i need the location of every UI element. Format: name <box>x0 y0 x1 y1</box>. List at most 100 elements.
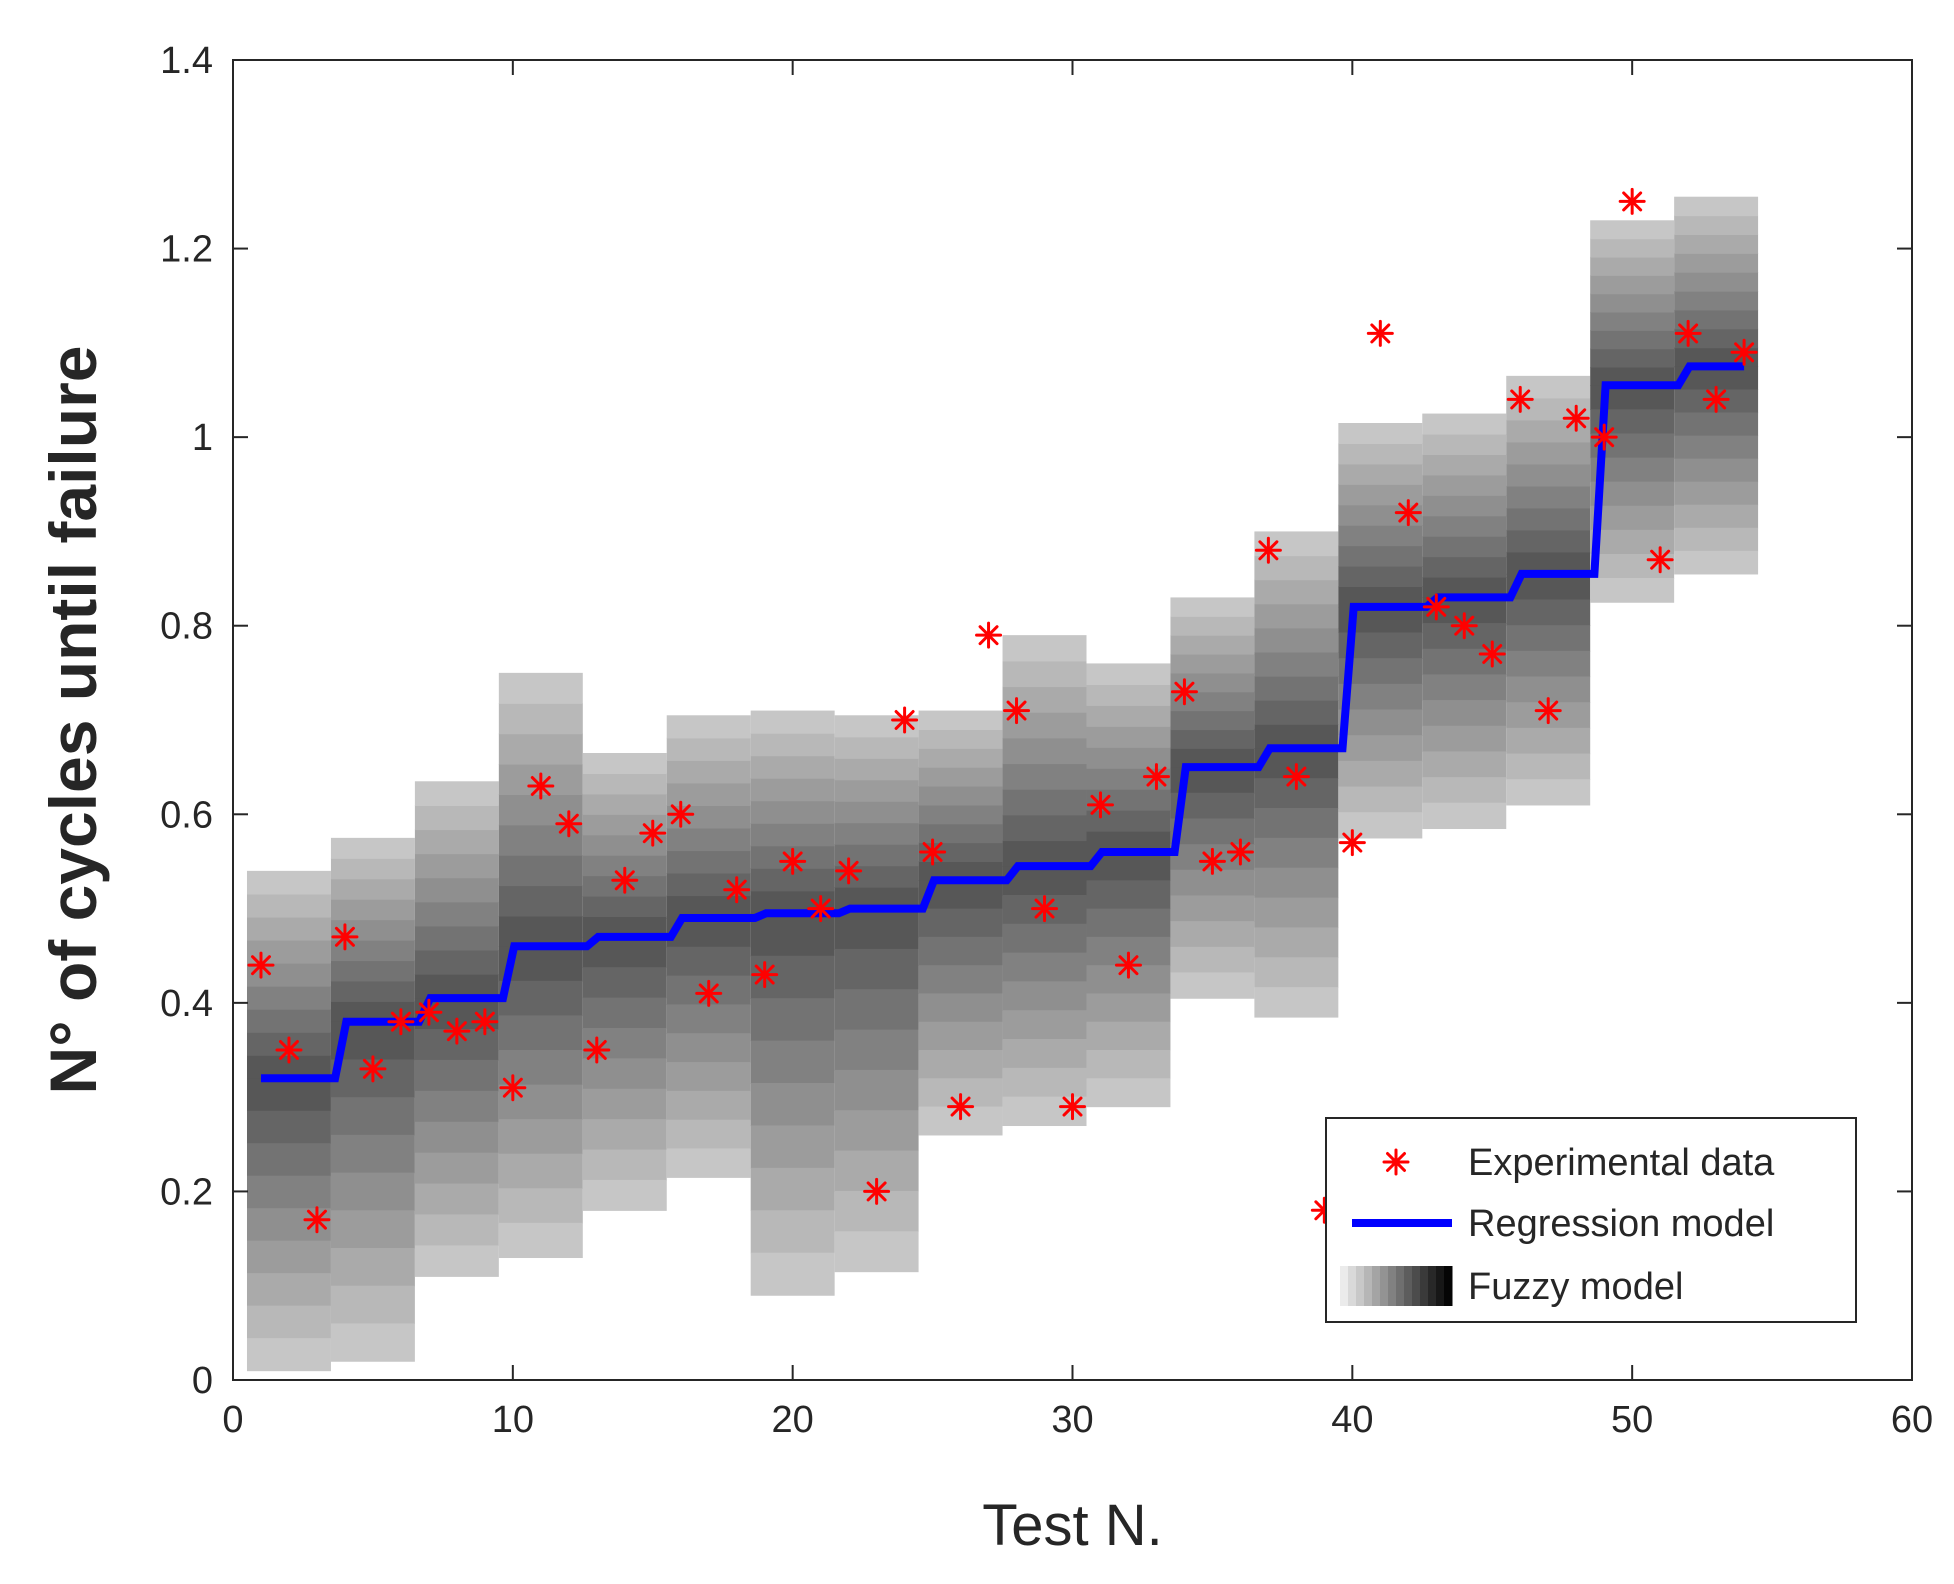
fuzzy-band-group <box>666 715 751 1178</box>
legend-entry: Fuzzy model <box>1340 1266 1683 1308</box>
fuzzy-band-strip <box>666 850 751 874</box>
fuzzy-band-strip <box>918 1021 1003 1051</box>
data-point <box>1059 1093 1086 1121</box>
fuzzy-band-strip <box>1590 578 1675 603</box>
fuzzy-band-strip <box>414 901 499 927</box>
fuzzy-band-strip <box>1674 435 1759 460</box>
fuzzy-band-strip <box>1254 808 1339 839</box>
asterisk-stroke <box>1342 832 1363 853</box>
fuzzy-band-group <box>330 837 415 1362</box>
fuzzy-band-strip <box>414 877 499 903</box>
fuzzy-band-strip <box>750 1252 835 1296</box>
fuzzy-band-group <box>1002 635 1087 1127</box>
fuzzy-band-strip <box>1086 684 1171 706</box>
legend-gradient-strip <box>1412 1266 1421 1306</box>
fuzzy-band-strip <box>1674 412 1759 437</box>
fuzzy-band-strip <box>1590 481 1675 507</box>
data-point <box>1366 319 1394 347</box>
fuzzy-band-strip <box>414 1059 499 1092</box>
asterisk-stroke <box>1678 323 1699 344</box>
fuzzy-band-strip <box>1506 441 1591 465</box>
fuzzy-band-strip <box>834 1029 919 1071</box>
fuzzy-band-strip <box>1170 654 1255 674</box>
asterisk-stroke <box>894 710 915 730</box>
data-point <box>947 1093 975 1121</box>
fuzzy-band-strip <box>582 997 667 1029</box>
fuzzy-band-strip <box>1002 814 1087 842</box>
fuzzy-band-group <box>1674 196 1759 575</box>
asterisk-stroke <box>1286 766 1307 787</box>
fuzzy-band-strip <box>582 896 667 918</box>
fuzzy-band-strip <box>750 823 835 847</box>
fuzzy-band-strip <box>1506 779 1591 806</box>
legend-entry: Regression model <box>1352 1203 1774 1245</box>
fuzzy-band-strip <box>1002 952 1087 982</box>
legend-gradient-strip <box>1356 1266 1365 1306</box>
fuzzy-band-group <box>1170 597 1255 999</box>
fuzzy-band-strip <box>1506 397 1591 421</box>
fuzzy-band-strip <box>246 1143 331 1177</box>
fuzzy-band-strip <box>666 1062 751 1092</box>
fuzzy-band-strip <box>834 822 919 845</box>
asterisk-stroke <box>1386 1152 1406 1172</box>
fuzzy-band-strip <box>1422 577 1507 599</box>
fuzzy-band-strip <box>1674 253 1759 273</box>
fuzzy-band-strip <box>1590 311 1675 331</box>
asterisk-stroke <box>362 1058 383 1079</box>
fuzzy-band-strip <box>1674 504 1759 529</box>
data-point <box>1031 895 1059 923</box>
fuzzy-band-strip <box>750 1167 835 1211</box>
x-tick-label: 50 <box>1611 1399 1653 1441</box>
fuzzy-band-strip <box>666 782 751 806</box>
fuzzy-band-strip <box>330 858 415 880</box>
fuzzy-band-strip <box>1590 275 1675 295</box>
fuzzy-band-strip <box>1086 993 1171 1023</box>
data-point <box>1114 951 1142 979</box>
fuzzy-band-strip <box>1422 802 1507 830</box>
fuzzy-band-strip <box>918 861 1003 881</box>
fuzzy-band-strip <box>330 1097 415 1136</box>
asterisk-stroke <box>278 1040 299 1060</box>
fuzzy-band-strip <box>666 1004 751 1034</box>
fuzzy-band-strip <box>1254 579 1339 605</box>
fuzzy-band-strip <box>1674 527 1759 552</box>
fuzzy-band-strip <box>330 878 415 900</box>
fuzzy-band-strip <box>582 1088 667 1120</box>
asterisk-stroke <box>866 1181 887 1202</box>
fuzzy-band-group <box>918 710 1003 1136</box>
data-point <box>779 847 807 875</box>
fuzzy-band-strip <box>666 760 751 784</box>
asterisk-stroke <box>838 860 859 881</box>
fuzzy-band-strip <box>918 710 1003 731</box>
fuzzy-band-strip <box>834 758 919 781</box>
fuzzy-band-strip <box>330 1001 415 1023</box>
fuzzy-band-strip <box>1170 616 1255 636</box>
fuzzy-band-strip <box>1338 760 1423 788</box>
x-tick-label: 60 <box>1891 1399 1933 1441</box>
fuzzy-band-strip <box>1002 923 1087 954</box>
fuzzy-band-strip <box>750 998 835 1042</box>
fuzzy-band-strip <box>1086 810 1171 832</box>
data-point <box>1142 763 1170 791</box>
fuzzy-band-strip <box>918 786 1003 806</box>
fuzzy-band-strip <box>498 915 583 947</box>
fuzzy-band-strip <box>582 916 667 938</box>
fuzzy-band-strip <box>582 1149 667 1181</box>
fuzzy-band-strip <box>330 1172 415 1211</box>
fuzzy-band-group <box>1338 423 1423 839</box>
fuzzy-band-strip <box>1002 1010 1087 1040</box>
asterisk-stroke <box>250 955 271 976</box>
fuzzy-band-strip <box>1674 366 1759 391</box>
data-point <box>471 1008 499 1036</box>
legend-label: Regression model <box>1468 1203 1774 1245</box>
fuzzy-band-strip <box>330 837 415 859</box>
asterisk-stroke <box>1622 191 1643 212</box>
asterisk-stroke <box>1230 842 1251 862</box>
fuzzy-band-strip <box>918 767 1003 787</box>
fuzzy-band-group <box>414 781 499 1277</box>
asterisk-stroke <box>1454 615 1475 636</box>
fuzzy-band-strip <box>414 1214 499 1246</box>
fuzzy-band-group <box>1506 375 1591 806</box>
fuzzy-band-strip <box>498 885 583 917</box>
fuzzy-band-strip <box>330 1248 415 1287</box>
